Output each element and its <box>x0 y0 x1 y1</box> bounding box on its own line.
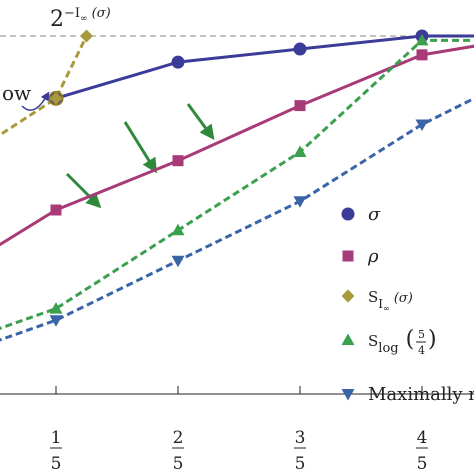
legend-label-0: σ <box>368 204 381 225</box>
series-4-point <box>293 196 307 208</box>
legend-label-1: ρ <box>367 246 379 267</box>
series-3-point <box>415 33 429 46</box>
x-tick-label-num-3: 4 <box>417 428 428 448</box>
legend-marker-1 <box>342 250 354 262</box>
series-0-point <box>293 42 307 56</box>
x-tick-label-den-2: 5 <box>295 454 306 474</box>
series-line-2 <box>0 35 88 137</box>
reference-line-layer: 2−I∞ (σ) <box>0 6 474 37</box>
x-axis: 1 5 2 5 3 5 4 5 <box>0 386 474 474</box>
flow-arrow-1 <box>123 121 157 174</box>
series-3-point <box>293 145 307 157</box>
flow-arrow-0 <box>65 172 102 209</box>
legend-label-4: Maximally m <box>368 384 474 405</box>
legend-marker-3 <box>341 333 355 345</box>
series-1-point <box>50 204 62 216</box>
series-2-point <box>49 91 63 105</box>
annotation-arrow <box>21 91 50 111</box>
series-1-point <box>294 100 306 112</box>
series-line-3 <box>0 38 474 330</box>
series-0-point <box>171 55 185 69</box>
x-tick-label-den-1: 5 <box>173 454 184 474</box>
series-4-point <box>415 119 429 131</box>
x-tick-label-num-2: 3 <box>295 428 306 448</box>
x-tick-label-den-3: 5 <box>417 454 428 474</box>
legend-marker-2 <box>341 289 355 303</box>
series-line-0 <box>55 34 474 100</box>
series-2-point <box>80 29 93 43</box>
legend-marker-4 <box>341 389 355 401</box>
annotation-label: ow <box>2 81 31 105</box>
legend-marker-0 <box>341 207 355 221</box>
reference-line-label: 2−I∞ (σ) <box>50 6 111 32</box>
series-line-4 <box>0 96 474 342</box>
x-tick-label-num-1: 2 <box>173 428 184 448</box>
series-markers <box>48 29 429 327</box>
series-1-point <box>416 49 428 61</box>
legend-label-2: SI∞ (σ) <box>368 288 413 313</box>
annotations: ow <box>2 81 50 111</box>
series-line-1 <box>0 44 474 247</box>
x-tick-label-den-0: 5 <box>51 454 62 474</box>
series-4-point <box>171 255 185 268</box>
series-4-point <box>49 315 63 327</box>
series-1-point <box>172 155 184 167</box>
legend-label-3: Slog (5 4) <box>368 327 437 357</box>
series-3-point <box>171 223 185 236</box>
flow-arrow-2 <box>186 103 215 141</box>
legend: σρ SI∞ (σ) Slog (5 4) Maximally m <box>341 204 474 405</box>
x-tick-label-num-0: 1 <box>51 428 62 448</box>
series-3-point <box>49 302 63 314</box>
flow-arrows <box>65 103 215 209</box>
